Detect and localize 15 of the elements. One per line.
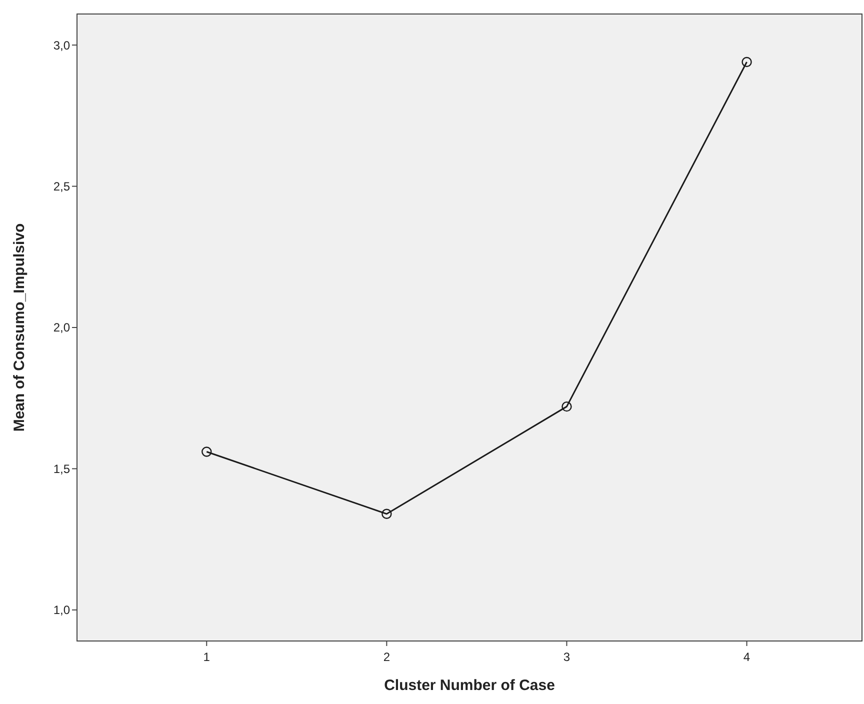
point — [382, 508, 392, 520]
x-tick-label: 1 — [203, 650, 210, 664]
x-tick-label: 2 — [383, 650, 390, 664]
x-tick-label: 4 — [743, 650, 750, 664]
x-tick-label: 3 — [563, 650, 570, 664]
point — [742, 56, 752, 68]
y-tick-label: 2,0 — [53, 320, 70, 335]
point — [562, 401, 572, 412]
y-tick-label: 1,5 — [53, 462, 70, 476]
x-axis-title: Cluster Number of Case — [384, 677, 555, 694]
y-tick-label: 3,0 — [53, 38, 70, 52]
point — [202, 446, 212, 457]
y-tick-label: 1,0 — [53, 603, 70, 618]
y-tick-label: 2,5 — [53, 179, 70, 194]
y-axis-title: Mean of Consumo_Impulsivo — [11, 223, 28, 432]
